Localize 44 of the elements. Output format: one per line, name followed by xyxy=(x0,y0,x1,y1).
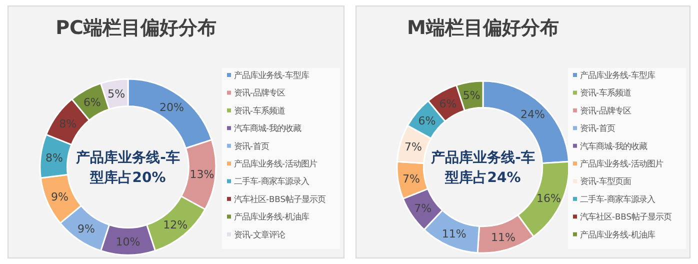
data-label: 11% xyxy=(491,230,516,244)
legend-label: 资讯-首页 xyxy=(580,123,615,134)
data-label: 11% xyxy=(442,228,466,241)
data-label: 7% xyxy=(402,172,420,186)
data-label: 16% xyxy=(536,192,561,205)
data-label: 24% xyxy=(520,108,545,122)
legend-label: 产品库业务线-活动图片 xyxy=(234,158,317,168)
data-label: 6% xyxy=(439,97,457,110)
legend-label: 产品库业务线-活动图片 xyxy=(580,158,663,168)
legend-label: 资讯-车系频道 xyxy=(580,88,631,98)
legend-label: 汽车社区-BBS帖子显示页 xyxy=(580,212,672,222)
legend-label: 产品库业务线-车型库 xyxy=(580,70,655,80)
data-label: 6% xyxy=(418,114,436,128)
legend-label: 资讯-品牌专区 xyxy=(580,105,631,116)
legend-label: 汽车商城-我的收藏 xyxy=(580,140,647,151)
legend-label: 产品库业务线-车型库 xyxy=(234,70,309,80)
legend-label: 汽车社区-BBS帖子显示页 xyxy=(234,194,326,204)
data-label: 8% xyxy=(59,117,77,130)
data-label: 9% xyxy=(51,190,68,204)
legend-label: 二手车-商家车源录入 xyxy=(580,194,655,204)
legend-label: 二手车-商家车源录入 xyxy=(234,176,309,186)
chart-title: M端栏目偏好分布 xyxy=(407,17,559,39)
data-label: 5% xyxy=(108,88,126,101)
data-label: 20% xyxy=(159,100,184,114)
data-label: 7% xyxy=(404,140,422,154)
legend-label: 资讯-文章评论 xyxy=(234,229,285,240)
data-label: 6% xyxy=(83,96,101,109)
legend-label: 资讯-品牌专区 xyxy=(234,88,285,98)
legend-label: 汽车商城-我的收藏 xyxy=(234,123,301,134)
text: 产品库业务线-车型库占20% xyxy=(75,149,180,186)
legend-label: 资讯-首页 xyxy=(234,140,269,151)
data-label: 12% xyxy=(163,218,188,232)
data-label: 7% xyxy=(414,202,432,215)
data-label: 9% xyxy=(77,222,95,236)
chart-title: PC端栏目偏好分布 xyxy=(56,17,216,39)
legend-label: 资讯-车型页面 xyxy=(580,176,631,186)
text: 产品库业务线-车型库占24% xyxy=(430,149,535,186)
data-label: 8% xyxy=(46,152,63,165)
data-label: 5% xyxy=(462,89,480,102)
legend-label: 产品库业务线-机油库 xyxy=(234,212,309,222)
legend-label: 资讯-车系频道 xyxy=(234,105,285,116)
data-label: 13% xyxy=(190,168,214,181)
legend-label: 产品库业务线-机油库 xyxy=(580,229,655,240)
data-label: 10% xyxy=(116,235,140,248)
